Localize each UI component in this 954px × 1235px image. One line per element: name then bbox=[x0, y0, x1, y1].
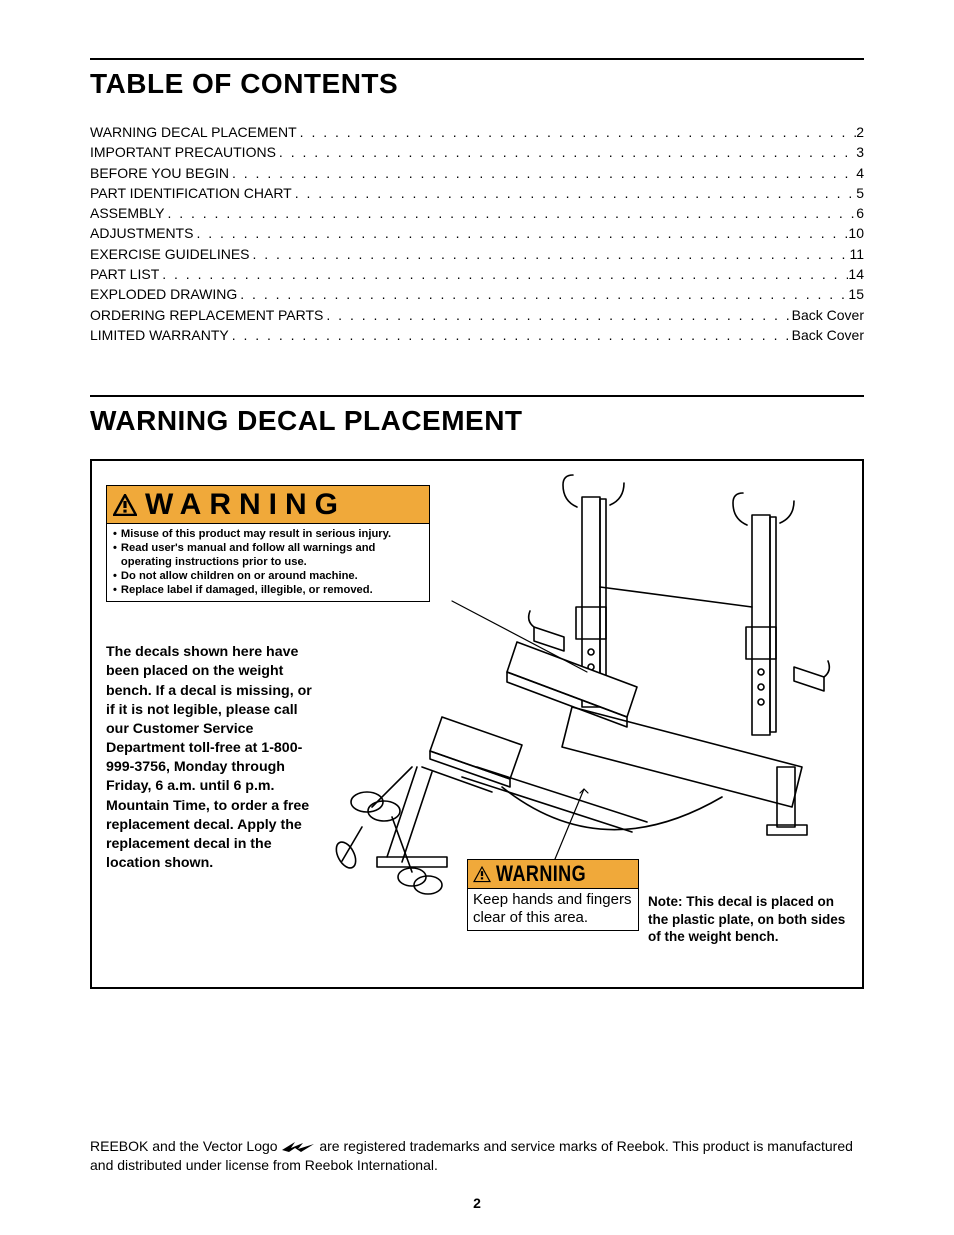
page-number: 2 bbox=[0, 1195, 954, 1211]
trademark-notice: REEBOK and the Vector Logo are registere… bbox=[90, 1137, 864, 1175]
toc-page: 10 bbox=[848, 223, 864, 243]
toc-leader-dots bbox=[193, 223, 848, 243]
toc-leader-dots bbox=[237, 284, 848, 304]
decal-instructions-text: The decals shown here have been placed o… bbox=[106, 643, 316, 873]
warning-bullet-text: Misuse of this product may result in ser… bbox=[121, 527, 391, 541]
decal-side-note: Note: This decal is placed on the plasti… bbox=[648, 893, 856, 946]
warning-decal-small-body: Keep hands and fingers clear of this are… bbox=[468, 889, 638, 930]
bullet-dot: • bbox=[113, 583, 117, 597]
warning-decal-large-title: WARNING bbox=[145, 488, 346, 522]
trademark-pre: REEBOK and the Vector Logo bbox=[90, 1138, 281, 1154]
decal-diagram-box: WARNING • Misuse of this product may resu… bbox=[90, 459, 864, 989]
toc-label: PART LIST bbox=[90, 264, 159, 284]
toc-leader-dots bbox=[250, 244, 850, 264]
bullet-dot: • bbox=[113, 541, 117, 569]
toc-leader-dots bbox=[164, 203, 856, 223]
toc-leader-dots bbox=[323, 305, 791, 325]
toc-row: PART IDENTIFICATION CHART 5 bbox=[90, 183, 864, 203]
warning-bullet: • Misuse of this product may result in se… bbox=[113, 527, 425, 541]
toc-leader-dots bbox=[229, 163, 856, 183]
table-of-contents: WARNING DECAL PLACEMENT2IMPORTANT PRECAU… bbox=[90, 122, 864, 345]
toc-label: EXERCISE GUIDELINES bbox=[90, 244, 250, 264]
warning-triangle-icon bbox=[472, 865, 492, 883]
bullet-dot: • bbox=[113, 569, 117, 583]
toc-page: 11 bbox=[849, 244, 864, 264]
toc-label: BEFORE YOU BEGIN bbox=[90, 163, 229, 183]
toc-row: ORDERING REPLACEMENT PARTS Back Cover bbox=[90, 305, 864, 325]
toc-row: PART LIST 14 bbox=[90, 264, 864, 284]
toc-page: 3 bbox=[856, 142, 864, 162]
toc-label: ORDERING REPLACEMENT PARTS bbox=[90, 305, 323, 325]
warning-decal-large: WARNING • Misuse of this product may resu… bbox=[106, 485, 430, 602]
warning-decal-small: WARNING Keep hands and fingers clear of … bbox=[467, 859, 639, 931]
toc-row: EXPLODED DRAWING 15 bbox=[90, 284, 864, 304]
toc-page: 2 bbox=[856, 122, 864, 142]
toc-page: 5 bbox=[856, 183, 864, 203]
toc-label: ASSEMBLY bbox=[90, 203, 164, 223]
toc-row: IMPORTANT PRECAUTIONS 3 bbox=[90, 142, 864, 162]
heading-placement: WARNING DECAL PLACEMENT bbox=[90, 405, 864, 437]
warning-triangle-icon bbox=[113, 494, 137, 516]
vector-logo-icon bbox=[281, 1140, 315, 1154]
warning-bullet: • Replace label if damaged, illegible, or… bbox=[113, 583, 425, 597]
toc-label: WARNING DECAL PLACEMENT bbox=[90, 122, 297, 142]
toc-row: WARNING DECAL PLACEMENT 2 bbox=[90, 122, 864, 142]
heading-toc: TABLE OF CONTENTS bbox=[90, 68, 864, 100]
warning-bullet-text: Replace label if damaged, illegible, or … bbox=[121, 583, 373, 597]
warning-decal-small-title: WARNING bbox=[496, 861, 586, 887]
toc-row: ADJUSTMENTS 10 bbox=[90, 223, 864, 243]
warning-bullet: •Read user's manual and follow all warni… bbox=[113, 541, 425, 569]
toc-page: 4 bbox=[856, 163, 864, 183]
bullet-dot: • bbox=[113, 527, 117, 541]
toc-row: LIMITED WARRANTY Back Cover bbox=[90, 325, 864, 345]
toc-page: Back Cover bbox=[792, 305, 864, 325]
rule-top bbox=[90, 58, 864, 60]
toc-page: 15 bbox=[848, 284, 864, 304]
toc-label: PART IDENTIFICATION CHART bbox=[90, 183, 292, 203]
toc-label: LIMITED WARRANTY bbox=[90, 325, 229, 345]
toc-leader-dots bbox=[159, 264, 848, 284]
warning-bullet-text: Read user's manual and follow all warnin… bbox=[121, 541, 425, 569]
toc-leader-dots bbox=[229, 325, 792, 345]
toc-row: ASSEMBLY 6 bbox=[90, 203, 864, 223]
toc-page: 14 bbox=[848, 264, 864, 284]
toc-label: ADJUSTMENTS bbox=[90, 223, 193, 243]
toc-leader-dots bbox=[292, 183, 856, 203]
toc-page: 6 bbox=[856, 203, 864, 223]
toc-label: EXPLODED DRAWING bbox=[90, 284, 237, 304]
rule-mid bbox=[90, 395, 864, 397]
toc-label: IMPORTANT PRECAUTIONS bbox=[90, 142, 276, 162]
toc-page: Back Cover bbox=[792, 325, 864, 345]
toc-row: EXERCISE GUIDELINES 11 bbox=[90, 244, 864, 264]
warning-bullet-text: Do not allow children on or around machi… bbox=[121, 569, 358, 583]
toc-leader-dots bbox=[297, 122, 857, 142]
warning-bullet: • Do not allow children on or around mach… bbox=[113, 569, 425, 583]
toc-row: BEFORE YOU BEGIN 4 bbox=[90, 163, 864, 183]
toc-leader-dots bbox=[276, 142, 856, 162]
